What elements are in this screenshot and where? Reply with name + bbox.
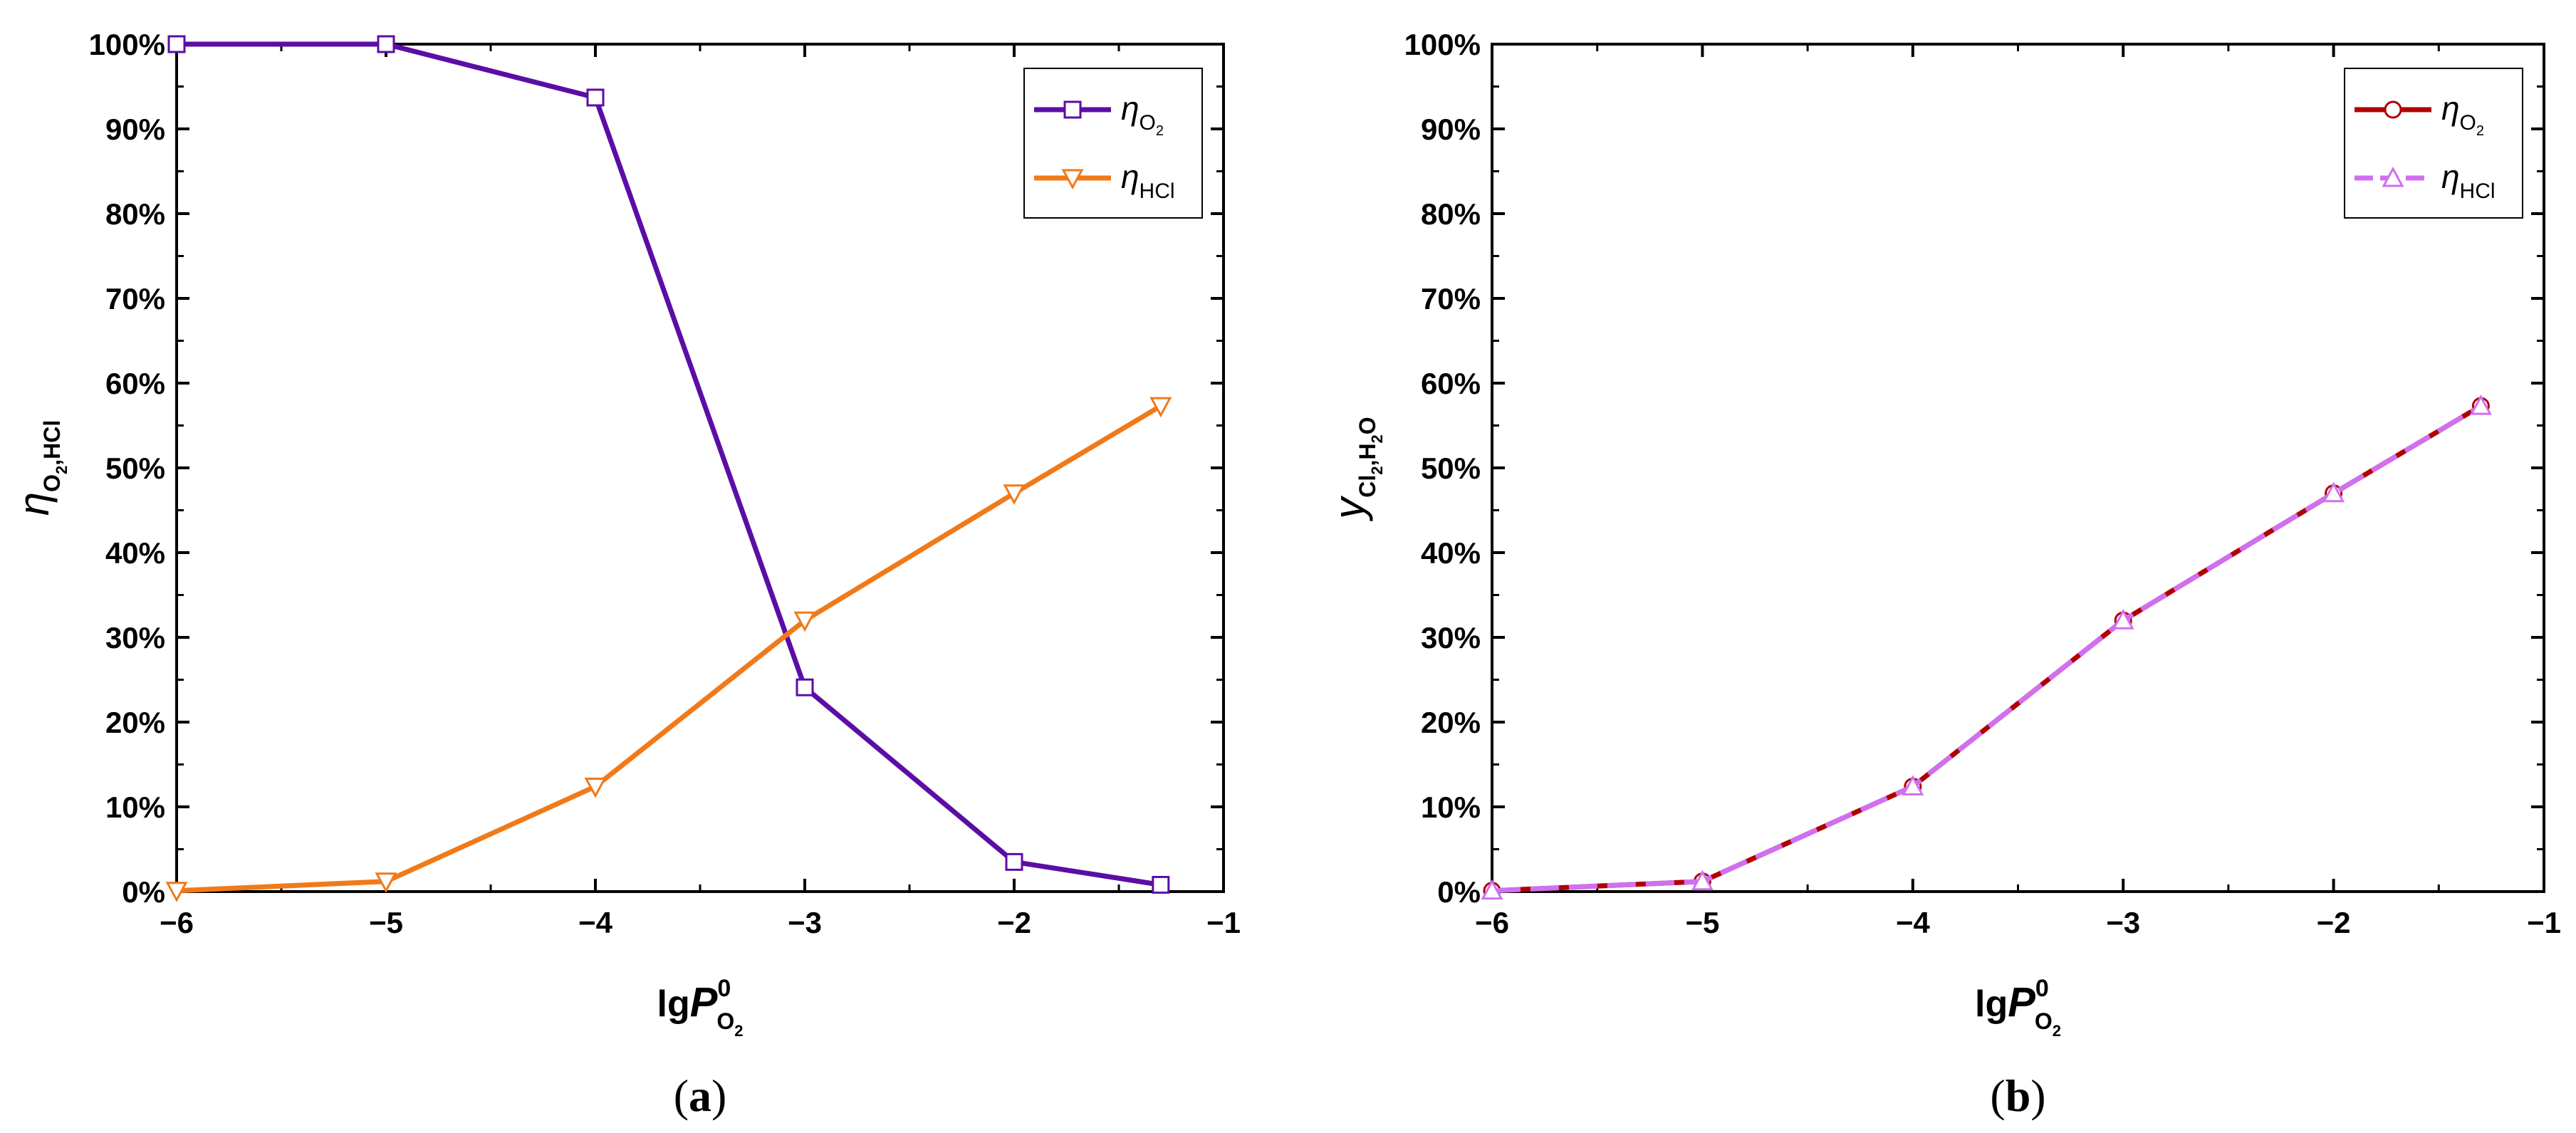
legend-label: ηHCl	[2441, 158, 2496, 203]
y-tick-label: 80%	[1421, 197, 1481, 231]
data-point	[796, 678, 814, 696]
x-tick-label: −6	[1475, 906, 1509, 939]
y-tick-label: 80%	[105, 197, 165, 231]
y-tick-label: 40%	[105, 536, 165, 570]
y-tick-label: 30%	[1421, 621, 1481, 654]
legend: ηO2 ηHCl	[2344, 68, 2523, 219]
legend-marker	[1063, 100, 1082, 119]
legend-label: ηO2	[2441, 90, 2484, 139]
x-tick-label: −2	[997, 906, 1031, 939]
data-point	[1902, 775, 1924, 795]
y-tick-label: 0%	[1437, 875, 1481, 909]
series-line	[1491, 404, 2483, 894]
y-tick-label: 60%	[1421, 367, 1481, 400]
y-tick-label: 50%	[105, 451, 165, 485]
x-axis-label: lgP0 O2	[1975, 975, 2061, 1040]
series-line	[1491, 404, 2483, 894]
data-point	[2469, 394, 2492, 415]
series-line	[176, 404, 1162, 894]
legend: ηO2 ηHCl	[1023, 68, 1203, 219]
panel-a: 0% 10% 20% 30% 40% 50% 60% 70% 80% 90% 100% −6 −5 −4 −…	[10, 28, 1241, 1121]
x-tick-label: −4	[1896, 906, 1931, 939]
y-tick-label: 10%	[1421, 790, 1481, 824]
data-point	[1691, 870, 1714, 891]
y-tick-label: 60%	[105, 367, 165, 400]
y-tick-label: 50%	[1421, 451, 1481, 485]
data-point	[1149, 397, 1172, 418]
data-point	[1481, 879, 1503, 900]
y-axis-label: yCl2,H2O	[1325, 417, 1386, 521]
data-point	[1005, 852, 1023, 871]
y-tick-label: 20%	[105, 706, 165, 739]
x-tick-label: −1	[2527, 906, 2561, 939]
y-tick-label: 40%	[1421, 536, 1481, 570]
y-tick-label: 30%	[105, 621, 165, 654]
legend-box	[1023, 68, 1203, 219]
x-axis-label: lgP0 O2	[657, 975, 744, 1040]
panel-caption: (a)	[674, 1070, 727, 1121]
y-tick-label: 70%	[1421, 282, 1481, 315]
y-tick-label: 90%	[105, 113, 165, 146]
y-tick-label: 10%	[105, 790, 165, 824]
data-point	[2112, 609, 2134, 630]
y-tick-label: 100%	[89, 28, 165, 61]
legend-box	[2344, 68, 2523, 219]
data-point	[586, 88, 605, 107]
y-tick-label: 100%	[1404, 28, 1481, 61]
series-2	[165, 397, 1172, 902]
data-point	[167, 35, 186, 53]
data-point	[2322, 481, 2345, 503]
x-tick-label: −3	[788, 906, 822, 939]
y-tick-label: 70%	[105, 282, 165, 315]
data-point	[165, 882, 188, 902]
series-1	[167, 35, 1170, 894]
legend-marker	[2384, 100, 2402, 119]
y-axis-label: ηO2,HCl	[10, 420, 71, 516]
x-tick-label: −5	[1685, 906, 1719, 939]
x-tick-label: −3	[2106, 906, 2140, 939]
y-tick-label: 90%	[1421, 113, 1481, 146]
y-tick-label: 20%	[1421, 706, 1481, 739]
legend-label: ηO2	[1121, 90, 1164, 139]
x-tick-label: −1	[1206, 906, 1241, 939]
panel-caption: (b)	[1990, 1070, 2045, 1121]
y-tick-label: 0%	[122, 875, 165, 909]
data-point	[584, 777, 607, 798]
legend-marker	[1061, 169, 1084, 190]
data-point	[793, 611, 816, 632]
data-point	[1152, 875, 1170, 894]
data-point	[375, 872, 397, 893]
x-tick-label: −6	[160, 906, 194, 939]
series-line	[177, 41, 1162, 887]
series-1	[1483, 397, 2490, 900]
panel-b: 0% 10% 20% 30% 40% 50% 60% 70% 80% 90% 100% −6 −5 −4 −…	[1325, 28, 2561, 1121]
x-tick-label: −4	[578, 906, 613, 939]
data-point	[377, 35, 395, 53]
series-2	[1481, 394, 2492, 900]
x-tick-label: −5	[369, 906, 403, 939]
legend-label: ηHCl	[1121, 158, 1175, 203]
x-tick-label: −2	[2317, 906, 2351, 939]
legend-marker	[2382, 166, 2404, 187]
data-point	[1003, 484, 1026, 505]
